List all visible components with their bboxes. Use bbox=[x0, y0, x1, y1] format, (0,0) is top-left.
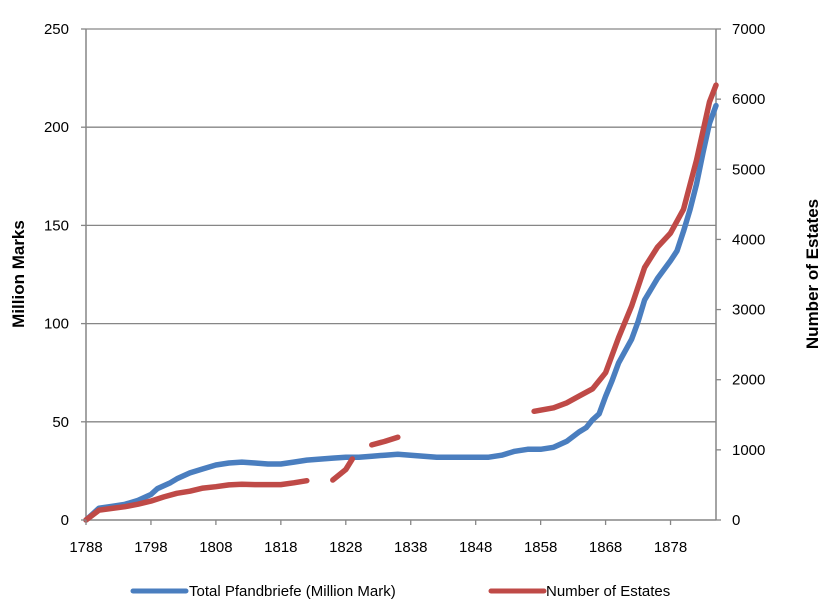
x-tick-label: 1788 bbox=[69, 539, 102, 556]
x-tick-label: 1798 bbox=[134, 539, 167, 556]
x-tick-label: 1808 bbox=[199, 539, 232, 556]
series-line-number-of-estates bbox=[330, 456, 356, 483]
x-tick-label: 1858 bbox=[524, 539, 557, 556]
x-tick-label: 1848 bbox=[459, 539, 492, 556]
left-tick-label: 200 bbox=[44, 119, 69, 136]
legend-label-total-pfandbriefe: Total Pfandbriefe (Million Mark) bbox=[189, 583, 396, 600]
x-tick-label: 1878 bbox=[654, 539, 687, 556]
x-tick-label: 1818 bbox=[264, 539, 297, 556]
series-line-total-pfandbriefe-million-mark bbox=[83, 102, 719, 523]
x-tick-label: 1838 bbox=[394, 539, 427, 556]
series-line-number-of-estates bbox=[83, 477, 310, 523]
left-tick-label: 0 bbox=[61, 512, 69, 529]
series-line-number-of-estates bbox=[531, 82, 719, 415]
right-tick-label: 3000 bbox=[732, 302, 765, 319]
right-tick-label: 5000 bbox=[732, 161, 765, 178]
left-tick-label: 50 bbox=[52, 414, 69, 431]
series-lines bbox=[83, 82, 719, 523]
x-tick-labels: 1788 1798 1808 1818 1828 1838 1848 1858 1868 1878 bbox=[69, 520, 687, 556]
right-axis-title: Number of Estates bbox=[803, 199, 822, 349]
left-axis-title: Million Marks bbox=[9, 220, 28, 328]
right-tick-label: 1000 bbox=[732, 442, 765, 459]
left-tick-labels: 0 50 100 150 200 250 bbox=[44, 21, 86, 529]
x-tick-label: 1868 bbox=[589, 539, 622, 556]
left-tick-label: 250 bbox=[44, 21, 69, 38]
left-tick-label: 150 bbox=[44, 217, 69, 234]
series-line-number-of-estates bbox=[369, 434, 401, 448]
right-tick-label: 0 bbox=[732, 512, 740, 529]
right-tick-label: 4000 bbox=[732, 231, 765, 248]
x-tick-label: 1828 bbox=[329, 539, 362, 556]
legend: Total Pfandbriefe (Million Mark) Number … bbox=[130, 583, 670, 600]
gridlines bbox=[86, 28, 716, 423]
right-tick-labels: 0 1000 2000 3000 4000 5000 6000 7000 bbox=[716, 21, 765, 529]
left-tick-label: 100 bbox=[44, 316, 69, 333]
right-tick-label: 2000 bbox=[732, 372, 765, 389]
axes bbox=[85, 29, 717, 521]
right-tick-label: 6000 bbox=[732, 91, 765, 108]
right-tick-label: 7000 bbox=[732, 21, 765, 38]
legend-label-number-of-estates: Number of Estates bbox=[546, 583, 670, 600]
